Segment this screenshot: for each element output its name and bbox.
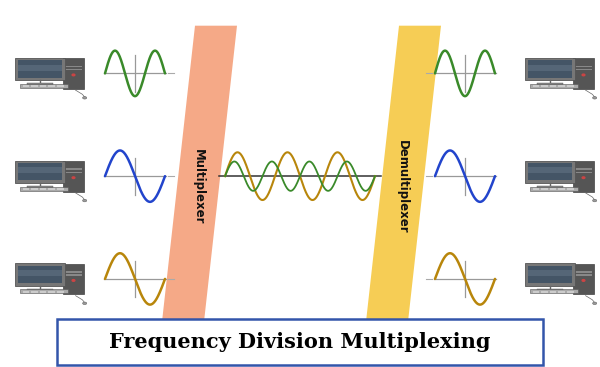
Circle shape — [72, 74, 75, 76]
FancyBboxPatch shape — [31, 85, 38, 87]
FancyBboxPatch shape — [550, 188, 556, 190]
FancyBboxPatch shape — [65, 271, 82, 273]
FancyBboxPatch shape — [40, 188, 46, 190]
FancyBboxPatch shape — [527, 60, 572, 77]
FancyBboxPatch shape — [15, 160, 65, 183]
Text: Demultiplexer: Demultiplexer — [395, 140, 409, 234]
FancyBboxPatch shape — [65, 168, 82, 170]
FancyBboxPatch shape — [15, 58, 65, 80]
FancyBboxPatch shape — [63, 58, 84, 89]
FancyBboxPatch shape — [57, 291, 64, 292]
FancyBboxPatch shape — [20, 187, 68, 190]
FancyBboxPatch shape — [17, 266, 62, 283]
FancyBboxPatch shape — [49, 291, 55, 292]
FancyBboxPatch shape — [40, 85, 46, 87]
FancyBboxPatch shape — [559, 291, 565, 292]
FancyBboxPatch shape — [530, 289, 578, 293]
FancyBboxPatch shape — [28, 186, 53, 188]
FancyBboxPatch shape — [31, 188, 38, 190]
FancyBboxPatch shape — [573, 58, 594, 89]
FancyBboxPatch shape — [527, 266, 572, 283]
Circle shape — [582, 280, 585, 281]
FancyBboxPatch shape — [28, 289, 53, 291]
Circle shape — [593, 97, 597, 99]
FancyBboxPatch shape — [533, 188, 539, 190]
FancyBboxPatch shape — [530, 84, 578, 88]
FancyBboxPatch shape — [63, 161, 84, 192]
FancyBboxPatch shape — [23, 188, 29, 190]
FancyBboxPatch shape — [15, 263, 65, 286]
FancyBboxPatch shape — [17, 167, 62, 174]
FancyBboxPatch shape — [573, 161, 594, 192]
FancyBboxPatch shape — [65, 274, 82, 276]
FancyBboxPatch shape — [527, 163, 572, 180]
FancyBboxPatch shape — [559, 188, 565, 190]
Circle shape — [72, 280, 75, 281]
FancyBboxPatch shape — [57, 188, 64, 190]
FancyBboxPatch shape — [559, 85, 565, 87]
Circle shape — [582, 177, 585, 178]
Circle shape — [83, 302, 87, 305]
Text: Multiplexer: Multiplexer — [191, 149, 205, 225]
FancyBboxPatch shape — [20, 84, 68, 88]
FancyBboxPatch shape — [40, 291, 46, 292]
FancyBboxPatch shape — [575, 66, 592, 67]
FancyBboxPatch shape — [538, 289, 563, 291]
FancyBboxPatch shape — [538, 83, 563, 85]
FancyBboxPatch shape — [567, 291, 574, 292]
FancyBboxPatch shape — [550, 85, 556, 87]
FancyBboxPatch shape — [575, 274, 592, 276]
FancyBboxPatch shape — [533, 85, 539, 87]
FancyBboxPatch shape — [527, 167, 572, 174]
FancyBboxPatch shape — [23, 291, 29, 292]
Circle shape — [582, 74, 585, 76]
FancyBboxPatch shape — [65, 66, 82, 67]
FancyBboxPatch shape — [63, 264, 84, 294]
FancyBboxPatch shape — [17, 270, 62, 276]
FancyBboxPatch shape — [17, 163, 62, 180]
FancyBboxPatch shape — [575, 171, 592, 173]
FancyBboxPatch shape — [17, 60, 62, 77]
FancyBboxPatch shape — [541, 85, 548, 87]
Polygon shape — [159, 26, 237, 349]
FancyBboxPatch shape — [525, 263, 575, 286]
FancyBboxPatch shape — [527, 65, 572, 71]
FancyBboxPatch shape — [57, 85, 64, 87]
FancyBboxPatch shape — [541, 188, 548, 190]
Circle shape — [593, 302, 597, 305]
FancyBboxPatch shape — [541, 291, 548, 292]
FancyBboxPatch shape — [527, 270, 572, 276]
FancyBboxPatch shape — [23, 85, 29, 87]
FancyBboxPatch shape — [49, 188, 55, 190]
FancyBboxPatch shape — [525, 160, 575, 183]
FancyBboxPatch shape — [575, 271, 592, 273]
FancyBboxPatch shape — [525, 58, 575, 80]
Circle shape — [83, 199, 87, 202]
FancyBboxPatch shape — [575, 69, 592, 70]
FancyBboxPatch shape — [530, 187, 578, 190]
FancyBboxPatch shape — [567, 188, 574, 190]
FancyBboxPatch shape — [17, 65, 62, 71]
FancyBboxPatch shape — [573, 264, 594, 294]
FancyBboxPatch shape — [20, 289, 68, 293]
Text: Frequency Division Multiplexing: Frequency Division Multiplexing — [109, 332, 491, 352]
FancyBboxPatch shape — [533, 291, 539, 292]
Circle shape — [83, 97, 87, 99]
Circle shape — [593, 199, 597, 202]
Circle shape — [72, 177, 75, 178]
FancyBboxPatch shape — [31, 291, 38, 292]
FancyBboxPatch shape — [28, 83, 53, 85]
FancyBboxPatch shape — [567, 85, 574, 87]
FancyBboxPatch shape — [65, 69, 82, 70]
FancyBboxPatch shape — [57, 319, 543, 365]
FancyBboxPatch shape — [550, 291, 556, 292]
FancyBboxPatch shape — [538, 186, 563, 188]
FancyBboxPatch shape — [575, 168, 592, 170]
FancyBboxPatch shape — [65, 171, 82, 173]
Polygon shape — [363, 26, 441, 349]
FancyBboxPatch shape — [49, 85, 55, 87]
